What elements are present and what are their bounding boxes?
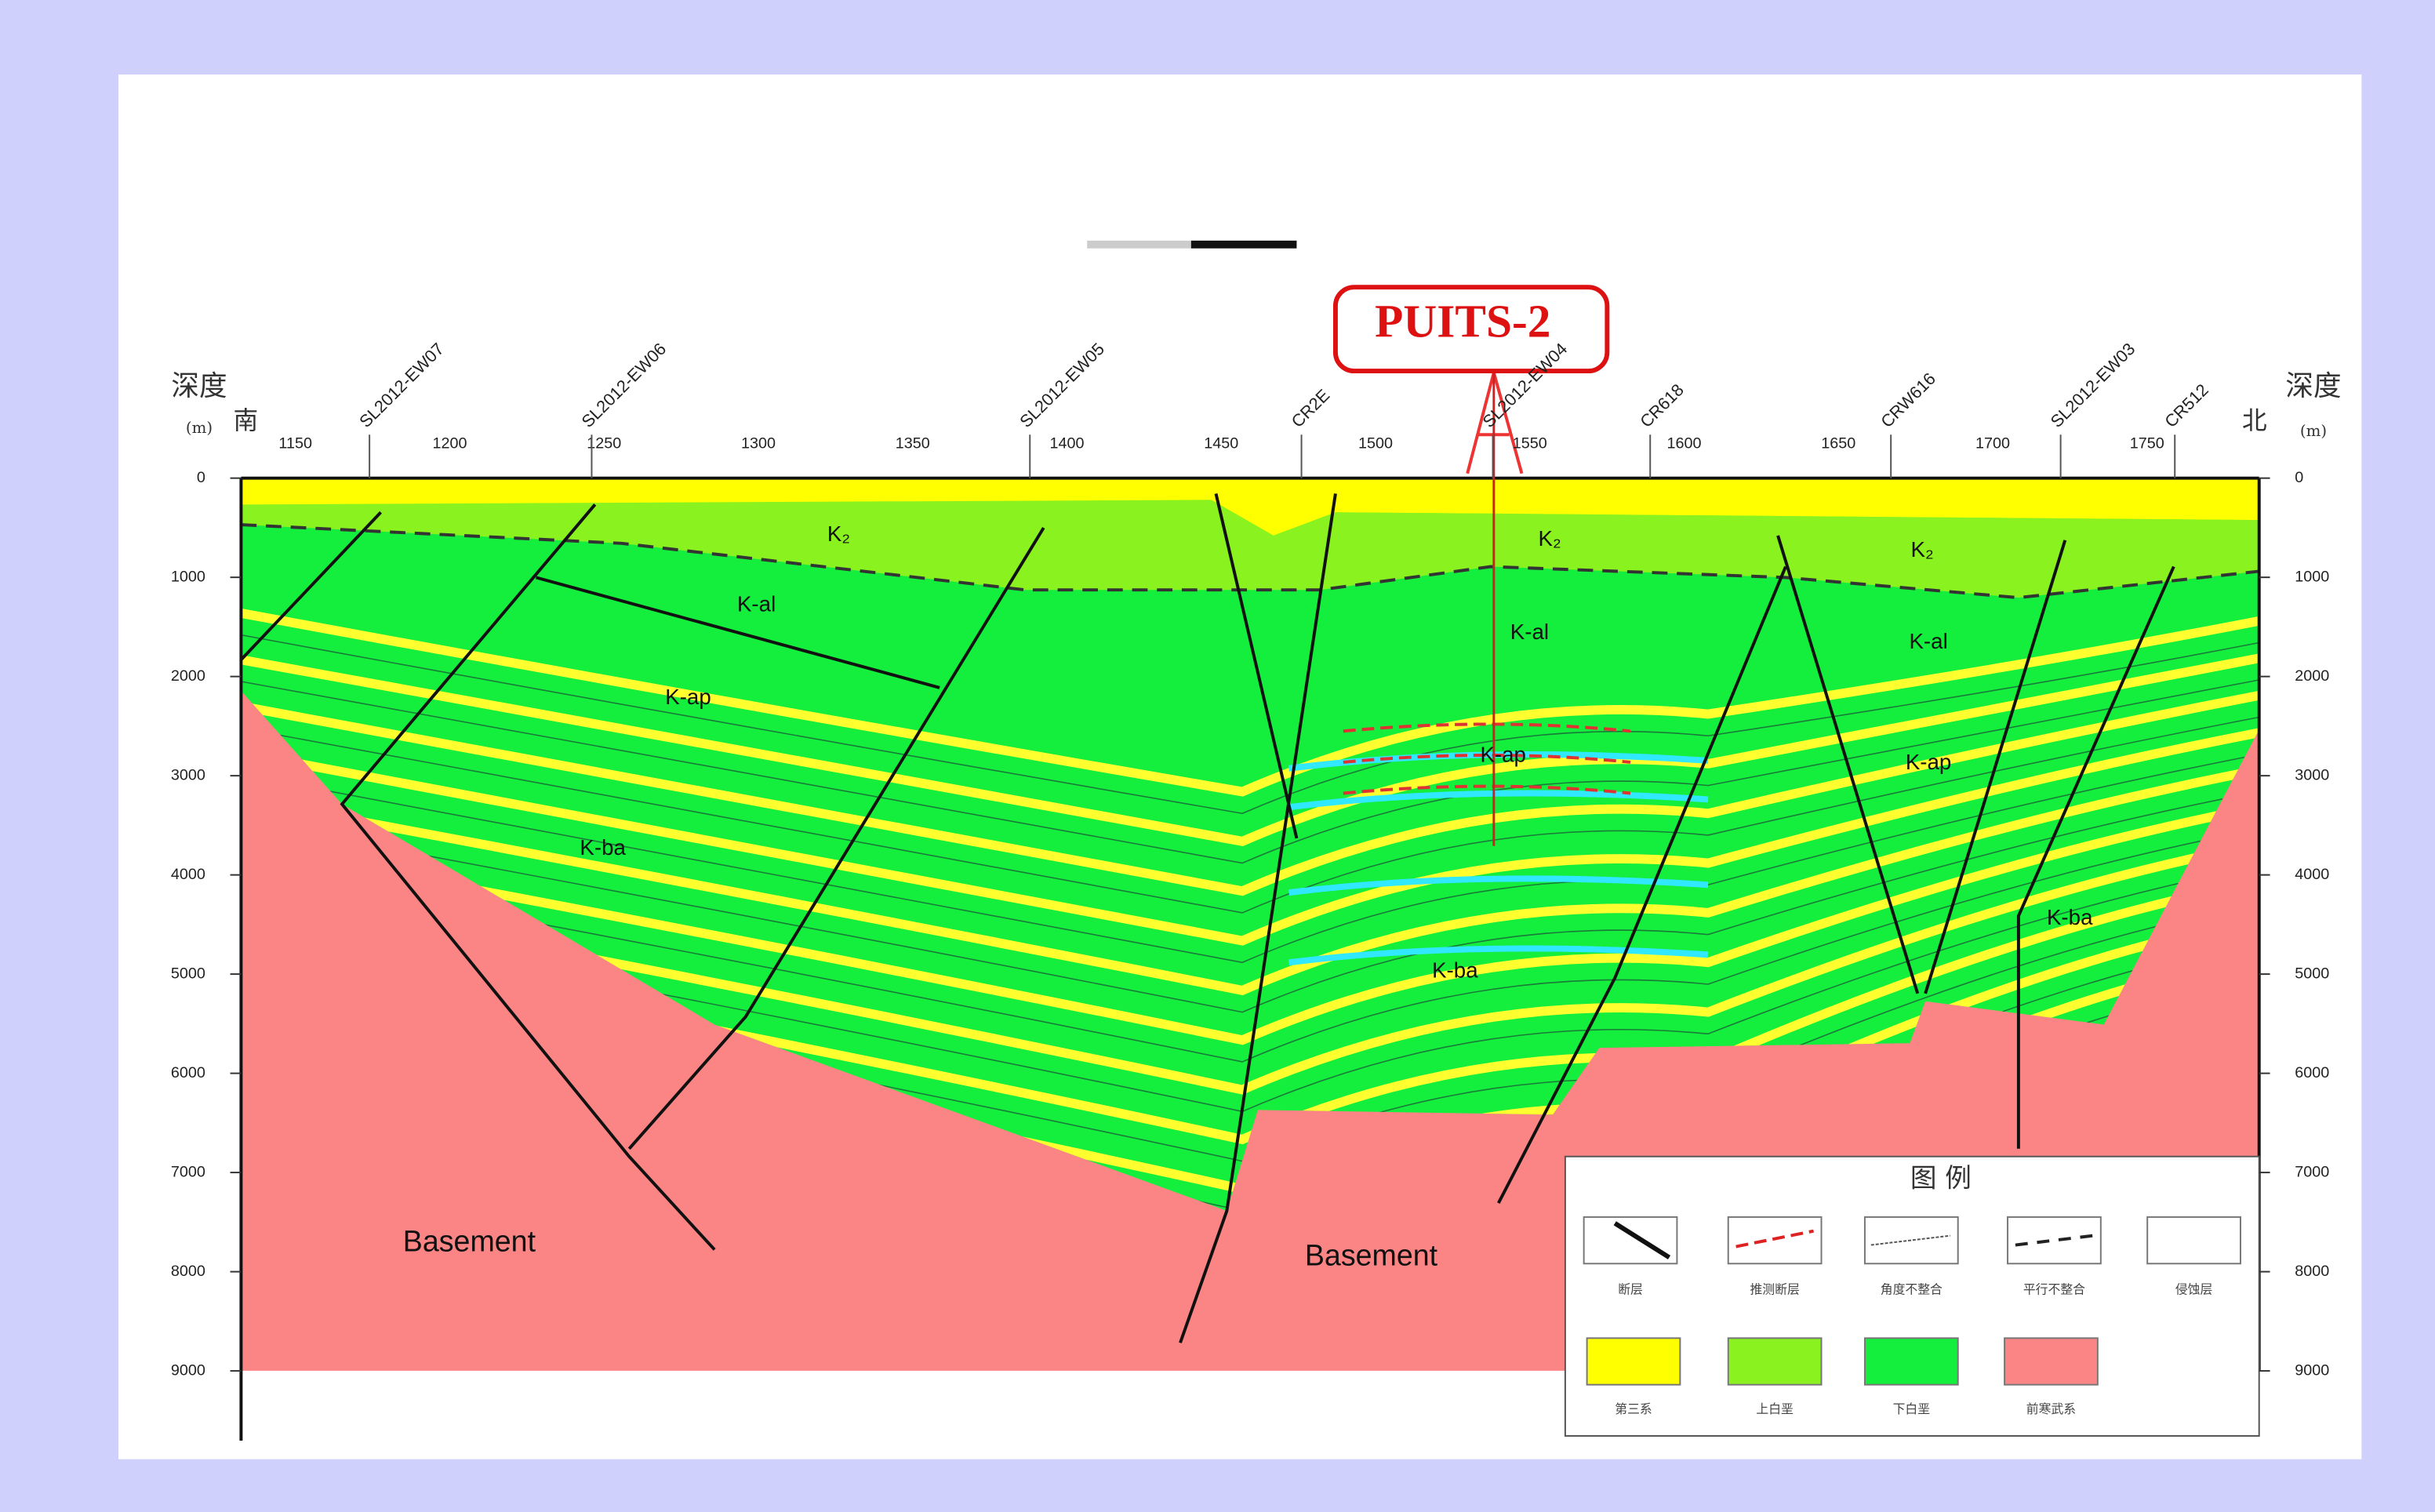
depth-tick-label: 6000 <box>2295 1064 2329 1081</box>
unit-label: K-ba <box>1432 958 1478 982</box>
unit-label: K-al <box>1909 629 1947 653</box>
legend-label: 断层 <box>1618 1281 1643 1296</box>
depth-tick-label: 2000 <box>171 667 205 685</box>
depth-tick-label: 4000 <box>2295 866 2329 883</box>
upper-cretaceous <box>241 500 2259 598</box>
legend-label: 前寒武系 <box>2026 1401 2076 1416</box>
depth-tick-label: 2000 <box>2295 667 2329 685</box>
x-tick-label: 1500 <box>1358 434 1393 452</box>
tertiary <box>241 478 2259 536</box>
depth-tick-label: 5000 <box>2295 965 2329 982</box>
unit-label: K-ba <box>2047 905 2093 929</box>
depth-label: 深度 <box>2285 370 2341 402</box>
x-tick-label: 1300 <box>741 434 776 452</box>
unit-label: K-ba <box>580 835 626 860</box>
inferred-layer <box>1343 722 1631 733</box>
water-layer <box>1288 945 1709 966</box>
legend: 图 例 <box>1564 1155 2260 1437</box>
scale-bar <box>1087 240 1297 249</box>
unit-label: K-al <box>737 591 776 616</box>
stratum <box>241 802 2259 1045</box>
depth-label: 深度 <box>171 370 227 402</box>
well: PUITS-2 <box>1332 285 1610 846</box>
bed-line <box>241 791 2259 1013</box>
x-tick-label: 1200 <box>432 434 467 452</box>
well-title: PUITS-2 <box>1375 295 1550 347</box>
bed-line <box>241 716 2259 914</box>
x-tick-label: 1350 <box>896 434 930 452</box>
depth-tick-label: 3000 <box>171 766 205 783</box>
inferred-layer <box>1343 754 1631 764</box>
depth-tick-label: 8000 <box>171 1263 205 1280</box>
unit-label: K₂ <box>1538 526 1561 551</box>
unit-label: K-ap <box>1906 750 1952 774</box>
bed-line <box>241 634 2259 815</box>
x-tick-label: 1700 <box>1975 434 2010 452</box>
bed-line <box>241 828 2259 1063</box>
depth-tick-label: 3000 <box>2295 766 2329 783</box>
unit-label: Basement <box>1305 1238 1438 1271</box>
depth-unit: (m) <box>2300 422 2327 440</box>
unconformity <box>241 523 2259 600</box>
stratum <box>241 609 2259 797</box>
x-tick-label: 1250 <box>587 434 621 452</box>
water-layer <box>1288 790 1709 811</box>
depth-tick-label: 5000 <box>171 965 205 982</box>
legend-label: 第三系 <box>1615 1401 1652 1416</box>
unit-label: K₂ <box>827 522 850 546</box>
stratum <box>241 728 2259 946</box>
legend-label: 下白垩 <box>1893 1401 1931 1416</box>
unit-label: K-ap <box>1480 742 1526 766</box>
depth-tick-label: 9000 <box>171 1361 205 1379</box>
depth-tick-label: 0 <box>197 469 205 486</box>
water-layer <box>1288 751 1709 772</box>
legend-label: 推测断层 <box>1750 1281 1799 1296</box>
x-tick-label: 1750 <box>2130 434 2164 452</box>
depth-tick-label: 4000 <box>171 866 205 883</box>
depth-unit: (m) <box>186 419 213 437</box>
depth-tick-label: 8000 <box>2295 1263 2329 1280</box>
lower-cretaceous <box>241 478 2259 1211</box>
x-tick-label: 1400 <box>1049 434 1084 452</box>
depth-tick-label: 6000 <box>171 1064 205 1081</box>
depth-tick-label: 1000 <box>171 568 205 585</box>
unit-label: K-ap <box>665 685 711 709</box>
water-layer <box>1288 875 1709 896</box>
north-label: 北 <box>2242 407 2267 435</box>
depth-tick-label: 1000 <box>2295 568 2329 585</box>
south-label: 南 <box>234 407 259 435</box>
depth-tick-label: 9000 <box>2295 1361 2329 1379</box>
depth-tick-label: 7000 <box>2295 1163 2329 1180</box>
x-tick-label: 1450 <box>1204 434 1238 452</box>
unit-label: K-al <box>1510 620 1549 644</box>
unit-label: Basement <box>403 1224 536 1257</box>
x-tick-label: 1600 <box>1667 434 1702 452</box>
legend-label: 侵蚀层 <box>2175 1281 2213 1296</box>
x-tick-label: 1650 <box>1821 434 1855 452</box>
x-tick-label: 1550 <box>1513 434 1547 452</box>
x-tick-label: 1150 <box>278 434 312 452</box>
legend-label: 平行不整合 <box>2023 1281 2085 1296</box>
inferred-layer <box>1343 784 1631 795</box>
faults <box>239 476 2261 1441</box>
legend-label: 角度不整合 <box>1881 1281 1943 1296</box>
depth-tick-label: 0 <box>2295 469 2303 486</box>
legend-title: 图 例 <box>1910 1162 1972 1193</box>
unit-label: K₂ <box>1911 537 1934 562</box>
stratum <box>241 839 2259 1095</box>
stratum <box>241 653 2259 847</box>
depth-tick-label: 7000 <box>171 1163 205 1180</box>
legend-label: 上白垩 <box>1756 1401 1794 1416</box>
stratum <box>241 690 2259 896</box>
